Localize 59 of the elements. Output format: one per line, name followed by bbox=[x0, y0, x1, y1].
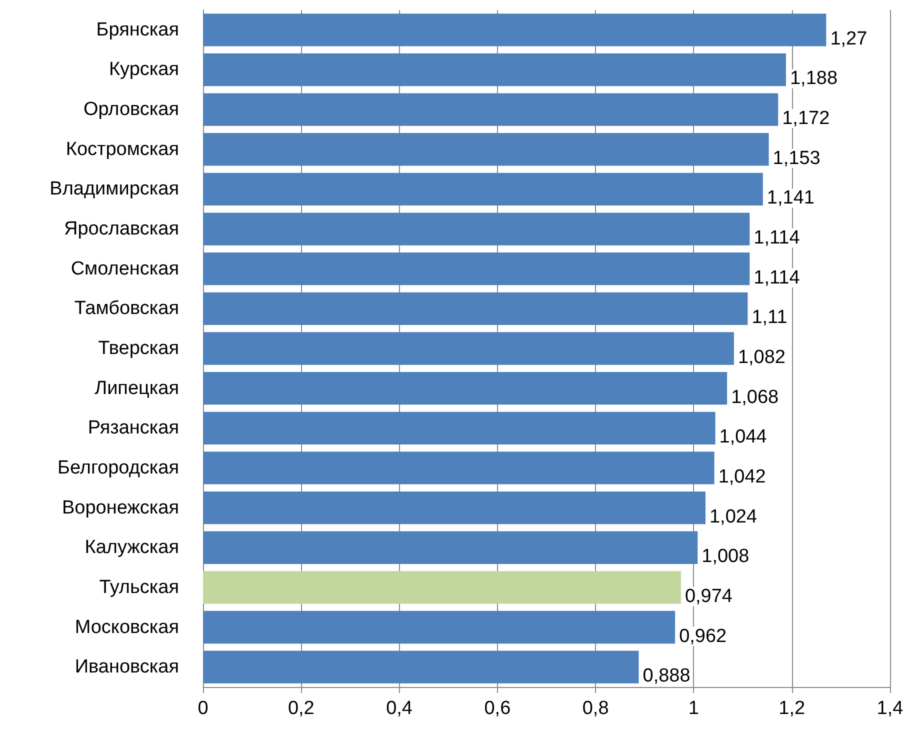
bar bbox=[203, 452, 714, 484]
bar bbox=[203, 53, 786, 86]
x-tick-label: 0,4 bbox=[386, 698, 413, 719]
y-tick-label: Ярославская bbox=[64, 218, 179, 240]
bar bbox=[203, 412, 716, 444]
bar bbox=[203, 133, 769, 166]
bar bbox=[203, 650, 639, 684]
x-tick-label: 1 bbox=[688, 698, 700, 719]
bar bbox=[203, 372, 728, 405]
bar bbox=[203, 491, 706, 524]
y-tick-label: Липецкая bbox=[94, 378, 179, 399]
x-tick-label: 0 bbox=[198, 698, 208, 719]
y-tick-label: Владимирская bbox=[50, 178, 179, 200]
bar bbox=[203, 571, 681, 604]
data-label: 1,114 bbox=[754, 267, 800, 288]
data-label: 1,044 bbox=[719, 426, 768, 448]
data-label: 0,888 bbox=[642, 666, 690, 687]
y-tick-label: Тамбовская bbox=[74, 298, 179, 320]
bar bbox=[203, 93, 778, 126]
y-tick-label: Костромская bbox=[66, 138, 179, 160]
y-tick-label: Воронежская bbox=[62, 497, 179, 518]
x-tick-label: 1,2 bbox=[778, 698, 806, 719]
bar bbox=[203, 172, 763, 206]
y-tick-label: Курская bbox=[108, 59, 179, 80]
bar bbox=[203, 292, 748, 326]
data-label: 1,153 bbox=[772, 148, 820, 169]
data-label: 1,11 bbox=[752, 307, 788, 328]
bar bbox=[203, 531, 698, 564]
data-label: 1,188 bbox=[790, 68, 838, 90]
y-tick-label: Смоленская bbox=[70, 258, 179, 280]
bar bbox=[203, 252, 750, 286]
y-tick-label: Тверская bbox=[98, 338, 179, 359]
data-label: 1,042 bbox=[718, 466, 766, 488]
y-tick-label: Белгородская bbox=[58, 457, 179, 478]
data-label: 1,141 bbox=[766, 188, 814, 209]
data-label: 1,172 bbox=[782, 108, 830, 130]
y-tick-label: Калужская bbox=[84, 537, 179, 558]
data-label: 1,008 bbox=[702, 546, 750, 568]
y-tick-label: Рязанская bbox=[88, 418, 179, 439]
data-label: 1,068 bbox=[731, 386, 779, 408]
bar bbox=[203, 332, 734, 365]
data-label: 1,024 bbox=[709, 506, 758, 528]
y-tick-label: Орловская bbox=[83, 99, 179, 120]
bar bbox=[203, 212, 750, 246]
data-label: 1,082 bbox=[738, 347, 786, 368]
data-label: 1,27 bbox=[830, 28, 868, 50]
data-label: 1,114 bbox=[754, 228, 800, 249]
data-label: 0,962 bbox=[679, 626, 727, 647]
bar bbox=[203, 14, 826, 46]
x-tick-label: 0,8 bbox=[582, 698, 609, 719]
y-tick-label: Брянская bbox=[96, 19, 179, 40]
x-tick-label: 0,2 bbox=[288, 698, 314, 719]
bar bbox=[203, 610, 676, 644]
x-tick-label: 0,6 bbox=[484, 698, 511, 719]
y-tick-label: Ивановская bbox=[74, 656, 179, 678]
y-tick-label: Московская bbox=[74, 616, 179, 638]
data-label: 0,974 bbox=[684, 586, 733, 607]
y-tick-label: Тульская bbox=[99, 576, 179, 598]
x-tick-label: 1,4 bbox=[876, 698, 904, 719]
